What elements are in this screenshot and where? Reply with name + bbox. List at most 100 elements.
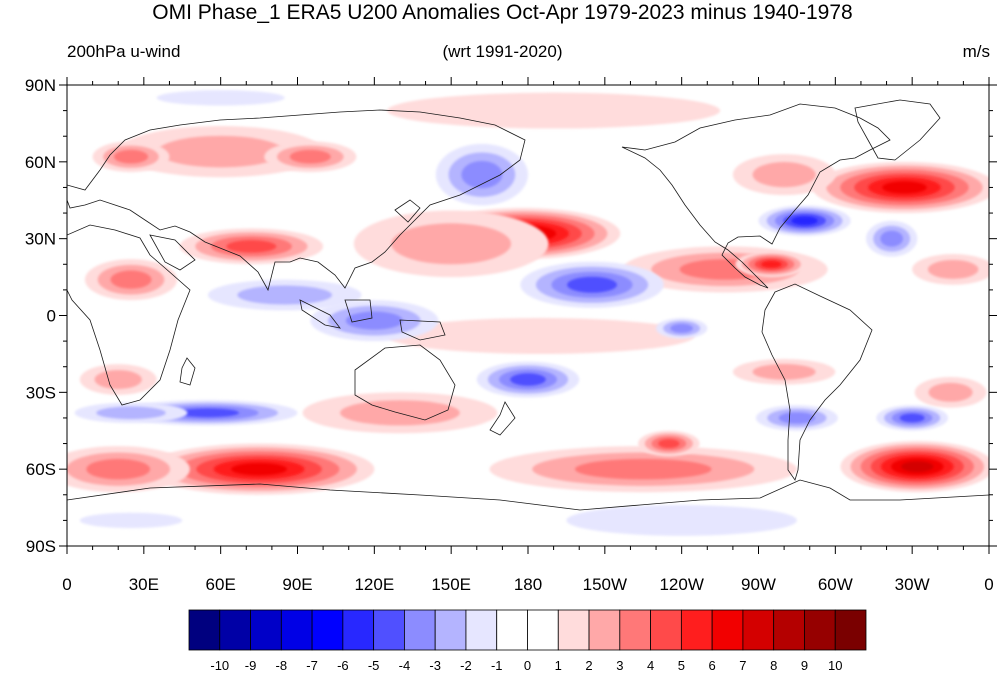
- colorbar-swatch: [680, 609, 713, 651]
- anomaly-cell-3: [84, 259, 178, 301]
- coast-greenland: [854, 99, 941, 161]
- anomaly-contour: [231, 462, 288, 476]
- anomaly-cell-21: [79, 364, 157, 395]
- lat-tick-label: 30N: [25, 230, 56, 249]
- anomaly-cell-6: [264, 141, 357, 173]
- anomaly-contour: [387, 318, 695, 354]
- anomaly-cell-13: [143, 443, 375, 495]
- axis-ticks: [59, 77, 997, 554]
- colorbar-swatch: [557, 609, 590, 651]
- lon-tick-label: 180: [514, 575, 542, 594]
- lon-tick-label: 30E: [129, 575, 159, 594]
- colorbar-swatch: [711, 609, 744, 651]
- anomaly-cell-18: [302, 392, 498, 434]
- colorbar-swatch: [219, 609, 251, 651]
- anomaly-contour: [156, 90, 285, 106]
- coast-japan: [394, 199, 421, 223]
- anomaly-contour: [928, 382, 973, 402]
- colorbar-swatch: [311, 609, 344, 651]
- lat-tick-label: 60S: [26, 460, 56, 479]
- anomaly-cell-33: [876, 405, 949, 431]
- coast-antarctica: [67, 479, 989, 511]
- coast-new-guinea: [399, 319, 446, 341]
- lon-tick-label: 60E: [206, 575, 236, 594]
- anomaly-contour: [157, 135, 284, 168]
- anomaly-cell-36: [566, 505, 797, 536]
- coast-new-zealand: [489, 401, 516, 436]
- lat-tick-label: 30S: [26, 383, 56, 402]
- colorbar-label: 6: [709, 658, 716, 673]
- anomaly-contour: [226, 240, 277, 253]
- anomaly-cell-27: [310, 300, 439, 342]
- anomaly-contour: [880, 230, 904, 247]
- colorbar-label: 4: [647, 658, 654, 673]
- colorbar-label: -10: [210, 658, 229, 673]
- coast-arabia: [149, 234, 196, 271]
- anomaly-contour: [752, 162, 816, 188]
- lon-tick-label: 150W: [583, 575, 627, 594]
- lon-tick-label: 60W: [818, 575, 853, 594]
- colorbar-label: -5: [368, 658, 380, 673]
- anomaly-contour: [567, 276, 617, 293]
- colorbar-swatch: [434, 609, 467, 651]
- anomaly-cell-25: [435, 143, 528, 206]
- coast-africa: [67, 224, 191, 406]
- anomaly-contour: [510, 373, 546, 386]
- colorbar-label: -1: [491, 658, 503, 673]
- lon-tick-label: 30W: [895, 575, 930, 594]
- anomaly-contour: [96, 406, 166, 420]
- anomaly-contour: [387, 92, 721, 129]
- anomaly-cell-20: [732, 359, 836, 385]
- anomaly-contour: [778, 412, 816, 424]
- anomaly-contour: [110, 270, 152, 289]
- lat-tick-label: 90S: [26, 537, 56, 556]
- anomaly-cell-19: [914, 376, 987, 408]
- colorbar-swatch: [650, 609, 682, 651]
- colorbar-label: 10: [828, 658, 842, 673]
- colorbar: -10 -9 -8 -7 -6 -5 -4 -3 -2 -1 0 1 2 3 4 5 6 7 8 9 10: [188, 609, 867, 673]
- coast-south-america: [761, 283, 873, 481]
- anomaly-contour: [237, 285, 332, 305]
- anomaly-cell-1: [353, 210, 549, 278]
- lat-tick-label: 60N: [25, 153, 56, 172]
- coast-madagascar: [179, 357, 196, 386]
- anomaly-cell-14: [67, 446, 190, 493]
- coast-australia: [354, 344, 456, 421]
- anomaly-cell-37: [79, 512, 183, 529]
- anomaly-contour: [574, 458, 712, 480]
- anomaly-cell-7: [387, 92, 721, 129]
- lon-tick-label: 120W: [659, 575, 703, 594]
- anomaly-contour: [176, 408, 240, 418]
- colorbar-swatch: [280, 609, 313, 651]
- colorbar-label: -9: [245, 658, 257, 673]
- longitude-axis: 0 30E 60E 90E 120E 150E 180 150W 120W 90W 60W 30W 0: [62, 575, 993, 594]
- colorbar-swatch: [342, 609, 375, 651]
- center-string: (wrt 1991-2020): [442, 42, 563, 61]
- anomaly-contour: [670, 323, 694, 333]
- colorbar-label: 0: [524, 658, 531, 673]
- lat-tick-label: 0: [47, 307, 56, 326]
- colorbar-swatch: [834, 609, 867, 651]
- anomaly-contour: [566, 505, 797, 536]
- coast-sumatra: [299, 299, 341, 329]
- lon-tick-label: 90E: [282, 575, 312, 594]
- colorbar-swatch: [588, 609, 621, 651]
- left-string: 200hPa u-wind: [67, 42, 181, 61]
- anomaly-cell-15: [489, 446, 797, 493]
- anomaly-cell-35: [156, 90, 285, 106]
- colorbar-label: -8: [276, 658, 288, 673]
- anomaly-cell-9: [732, 154, 836, 196]
- colorbar-label: -6: [337, 658, 349, 673]
- colorbar-swatch: [804, 609, 836, 651]
- colorbar-label: -2: [460, 658, 472, 673]
- anomaly-contour: [791, 216, 818, 226]
- colorbar-swatch: [465, 609, 498, 651]
- anomaly-contour: [289, 149, 331, 164]
- colorbar-label: 9: [801, 658, 808, 673]
- anomaly-contour: [882, 181, 927, 194]
- anomaly-cell-34: [866, 220, 918, 257]
- anomaly-contour: [761, 260, 782, 268]
- anomaly-cell-26: [207, 279, 362, 311]
- anomaly-contour: [79, 512, 183, 529]
